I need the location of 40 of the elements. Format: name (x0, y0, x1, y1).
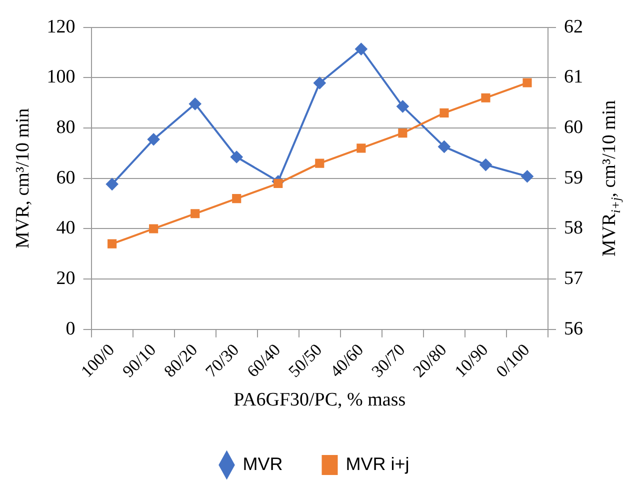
y-axis-title: MVR, cm³/10 min (12, 108, 34, 249)
legend-label: MVR (242, 454, 283, 474)
y-tick-label: 60 (56, 167, 76, 188)
x-axis-title: PA6GF30/PC, % mass (234, 390, 406, 411)
point (232, 194, 242, 204)
point (356, 144, 366, 153)
y2-tick-label: 56 (564, 318, 583, 340)
point (521, 170, 534, 182)
point (314, 77, 326, 90)
point (148, 133, 160, 146)
point (481, 93, 490, 102)
point (149, 224, 158, 234)
legend-label: MVR i+j (346, 454, 410, 474)
y2-tick-label: 59 (564, 167, 583, 188)
point (522, 78, 532, 88)
y2-tick-label: 58 (564, 218, 583, 239)
point (398, 128, 408, 138)
point (438, 140, 450, 153)
y-tick-label: 80 (56, 117, 76, 138)
point (355, 43, 368, 56)
point (440, 108, 449, 118)
y2-tick-label: 60 (564, 117, 583, 138)
point (106, 178, 118, 190)
point (230, 151, 243, 164)
y-tick-label: 120 (46, 16, 76, 38)
y-tick-label: 0 (66, 318, 76, 340)
y-tick-label: 100 (46, 66, 76, 88)
y-tick-label: 40 (56, 218, 76, 239)
y2-tick-label: 61 (564, 66, 583, 88)
point (480, 158, 492, 171)
y2-tick-label: 62 (564, 16, 583, 38)
point (274, 178, 283, 188)
y-tick-label: 20 (56, 268, 76, 290)
y2-tick-label: 57 (564, 268, 583, 290)
point (108, 239, 117, 248)
point (396, 100, 409, 112)
point (189, 98, 202, 110)
y2-axis-title: MVRi+j, cm³/10 min (599, 100, 623, 257)
point (190, 209, 200, 218)
point (315, 158, 324, 168)
